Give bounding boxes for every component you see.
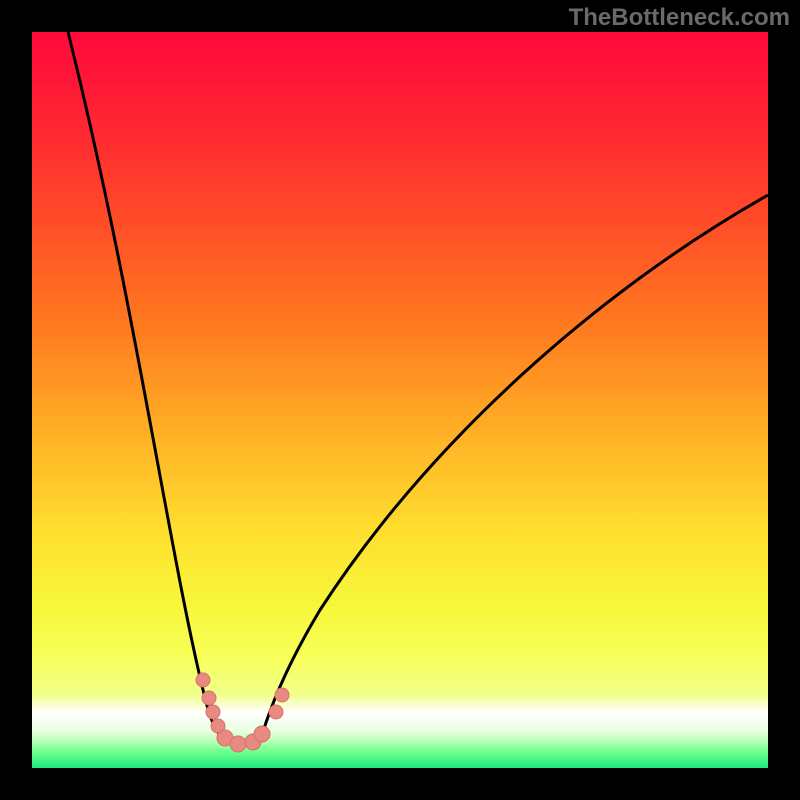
data-marker (269, 705, 283, 719)
gradient-background (32, 32, 768, 768)
chart-svg (0, 0, 800, 800)
data-marker (275, 688, 289, 702)
bottleneck-chart: TheBottleneck.com (0, 0, 800, 800)
data-marker (230, 736, 246, 752)
data-marker (254, 726, 270, 742)
data-marker (196, 673, 210, 687)
data-marker (202, 691, 216, 705)
data-marker (206, 705, 220, 719)
watermark-text: TheBottleneck.com (569, 4, 790, 32)
